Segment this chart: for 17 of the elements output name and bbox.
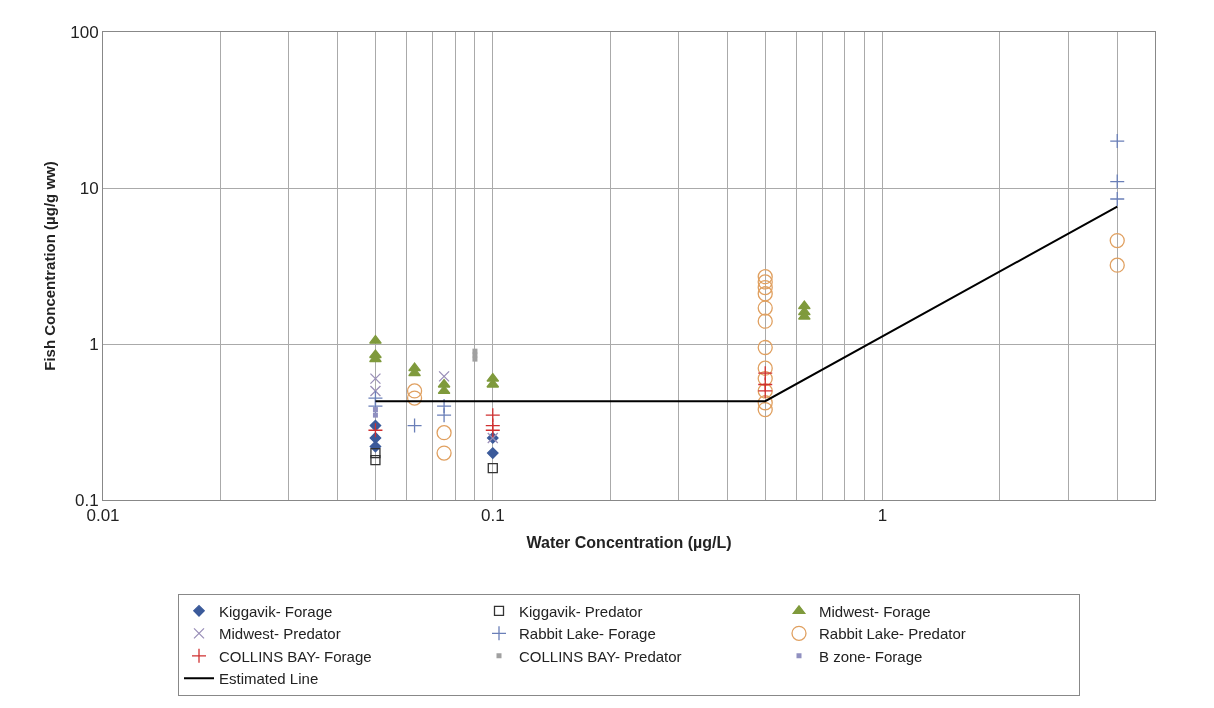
x-tick-label: 0.1 — [480, 506, 505, 526]
x-tick-label: 1 — [877, 506, 888, 526]
y-tick-label: 10 — [79, 178, 99, 198]
legend-label: Midwest- Predator — [219, 625, 341, 643]
x-axis-title: Water Concentration (µg/L) — [526, 534, 732, 552]
y-tick-label: 100 — [70, 22, 99, 42]
legend-label: Rabbit Lake- Predator — [819, 625, 966, 643]
legend-label: COLLINS BAY- Predator — [519, 647, 682, 665]
y-tick-label: 1 — [89, 334, 99, 354]
legend-label: Kiggavik- Predator — [519, 602, 643, 620]
legend-label: COLLINS BAY- Forage — [219, 647, 372, 665]
legend-label: Rabbit Lake- Forage — [519, 625, 656, 643]
legend-label: Kiggavik- Forage — [219, 602, 333, 620]
legend-label: B zone- Forage — [819, 647, 923, 665]
legend-label: Midwest- Forage — [819, 602, 931, 620]
y-axis-title: Fish Concentration (µg/g ww) — [41, 161, 59, 371]
legend-label: Estimated Line — [219, 670, 319, 688]
